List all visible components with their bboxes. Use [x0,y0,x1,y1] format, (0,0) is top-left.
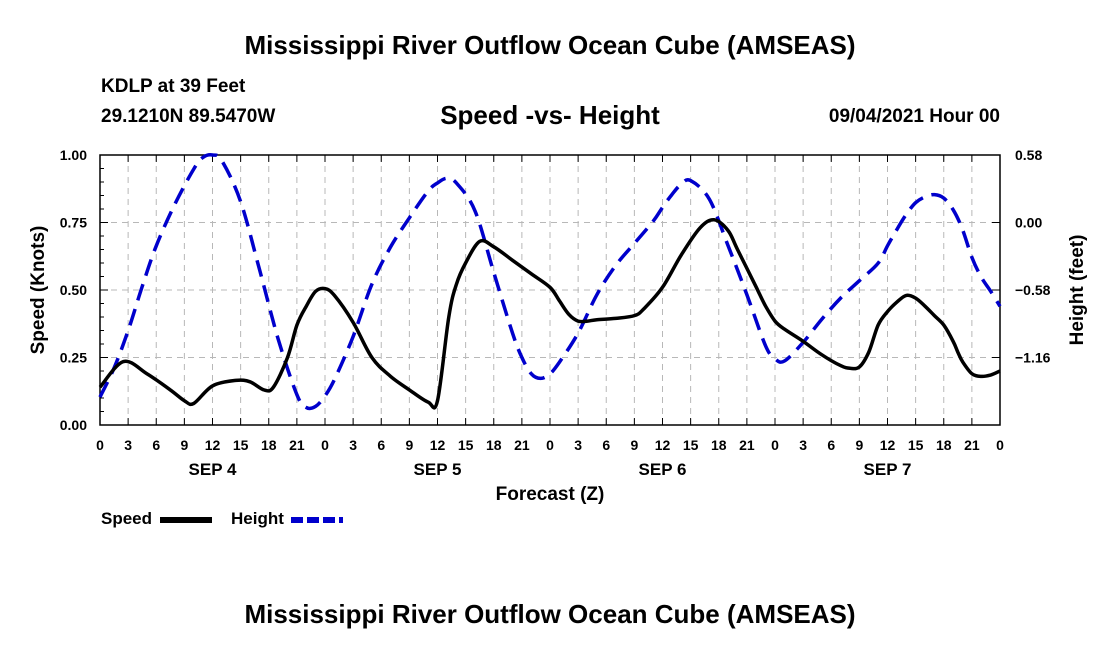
x-tick-label: 9 [855,437,863,453]
x-tick-label: 6 [827,437,835,453]
height-series-line [98,153,1002,411]
x-tick-label: 0 [996,437,1004,453]
x-tick-label: 3 [349,437,357,453]
y2-tick-label: −0.58 [1015,282,1051,298]
x-tick-label: 15 [458,437,474,453]
x-tick-label: 15 [683,437,699,453]
x-tick-label: 12 [655,437,671,453]
speed-series-line [98,218,1001,410]
x-tick-label: 9 [180,437,188,453]
x-tick-label: 12 [430,437,446,453]
y-axis-title: Speed (Knots) [28,226,49,355]
x-tick-label: 12 [880,437,896,453]
x-tick-label: 18 [486,437,502,453]
day-label: SEP 7 [864,460,912,479]
station-label: KDLP at 39 Feet [101,76,246,97]
y-tick-label: 0.00 [60,417,87,433]
day-label: SEP 5 [414,460,462,479]
y-tick-label: 0.50 [60,282,87,298]
x-tick-label: 6 [377,437,385,453]
x-tick-label: 9 [630,437,638,453]
x-tick-label: 3 [574,437,582,453]
x-tick-label: 15 [908,437,924,453]
x-tick-label: 21 [739,437,755,453]
chart-title-top: Mississippi River Outflow Ocean Cube (AM… [244,30,856,60]
coordinates-label: 29.1210N 89.5470W [101,106,276,127]
chart-title-bottom: Mississippi River Outflow Ocean Cube (AM… [244,599,856,629]
y-tick-label: 1.00 [60,147,87,163]
y2-axis-title: Height (feet) [1067,235,1088,346]
x-tick-label: 6 [602,437,610,453]
x-tick-label: 6 [152,437,160,453]
legend-speed-label: Speed [101,509,153,528]
forecast-datetime: 09/04/2021 Hour 00 [828,106,1000,127]
x-tick-label: 3 [124,437,132,453]
x-tick-label: 15 [233,437,249,453]
y-tick-label: 0.25 [60,350,87,366]
x-tick-label: 9 [405,437,413,453]
day-label: SEP 4 [189,460,237,479]
x-tick-label: 0 [546,437,554,453]
x-tick-label: 18 [711,437,727,453]
chart-subtitle: Speed -vs- Height [440,100,660,130]
x-tick-label: 18 [261,437,277,453]
grid [100,155,1000,425]
y2-tick-label: 0.00 [1015,215,1042,231]
axes: 0 3 6 9 12 15 18 21 0 3 6 9 12 15 18 21 0 3 6 9 12 15 18 21 0 3 6 9… [60,147,1051,479]
y-tick-label: 0.75 [60,215,87,231]
x-tick-label: 3 [799,437,807,453]
x-tick-label: 0 [771,437,779,453]
x-tick-label: 21 [289,437,305,453]
x-tick-label: 18 [936,437,952,453]
day-label: SEP 6 [639,460,687,479]
x-axis-title: Forecast (Z) [496,484,605,505]
x-tick-label: 12 [205,437,221,453]
legend-height-label: Height [231,509,284,528]
x-tick-label: 21 [964,437,980,453]
y2-tick-label: −1.16 [1015,350,1051,366]
y2-tick-label: 0.58 [1015,147,1042,163]
x-tick-label: 0 [96,437,104,453]
x-tick-label: 0 [321,437,329,453]
x-tick-label: 21 [514,437,530,453]
